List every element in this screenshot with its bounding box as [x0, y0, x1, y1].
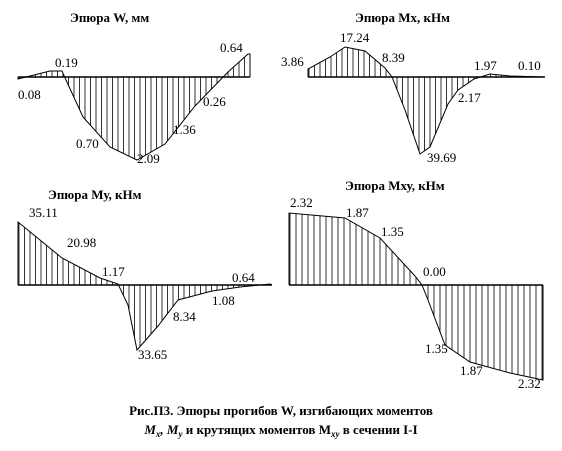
diagram-w-label-4: 2.09 — [137, 151, 160, 166]
diagram-w-label-2: 0.19 — [55, 55, 78, 70]
caption-line-1: Рис.П3. Эпюры прогибов W, изгибающих мом… — [129, 403, 433, 418]
diagram-mxy-label-7: 2.32 — [518, 376, 541, 391]
diagram-my-label-6: 1.08 — [212, 293, 235, 308]
diagram-mxy-label-4: 0.00 — [423, 264, 446, 279]
diagram-w-title: Эпюра W, мм — [70, 10, 149, 25]
diagram-w-outline — [17, 53, 251, 161]
diagram-w-label-7: 0.64 — [220, 40, 243, 55]
caption-sub-x: x — [155, 429, 161, 439]
diagram-mx-label-4: 39.69 — [427, 150, 456, 165]
diagram-my-label-1: 35.11 — [29, 205, 58, 220]
caption-sub-y: y — [177, 429, 183, 439]
diagram-my-label-5: 8.34 — [173, 309, 196, 324]
diagram-my-label-4: 33.65 — [138, 347, 167, 362]
diagram-mx: Эпюра Мх, кНм 3.86 17.24 8.39 39.69 2.17… — [281, 10, 546, 165]
diagram-mx-label-1: 3.86 — [281, 54, 304, 69]
diagram-w-label-3: 0.70 — [76, 136, 99, 151]
diagram-my-outline — [17, 220, 273, 352]
diagram-mxy-label-2: 1.87 — [346, 205, 369, 220]
diagram-mxy-label-3: 1.35 — [381, 224, 404, 239]
diagram-w-label-1: 0.08 — [18, 87, 41, 102]
diagram-my-title: Эпюра Му, кНм — [48, 187, 142, 202]
diagram-my: Эпюра Му, кНм 35.11 20.98 1.17 33.65 8.3… — [17, 187, 273, 362]
diagram-mxy-label-6: 1.87 — [460, 363, 483, 378]
diagram-mxy-label-1: 2.32 — [290, 195, 313, 210]
diagram-mx-outline — [307, 46, 546, 155]
diagram-my-label-3: 1.17 — [102, 264, 125, 279]
diagram-mxy: Эпюра Мху, кНм 2.32 1.87 1.35 0.00 1.35 … — [288, 178, 544, 391]
caption-line-2: Mx, My и крутящих моментов Mxy в сечении… — [143, 422, 417, 439]
caption-sub-xy: xy — [330, 429, 341, 439]
diagram-mx-label-6: 1.97 — [474, 58, 497, 73]
diagram-mx-label-5: 2.17 — [458, 90, 481, 105]
diagram-mx-label-3: 8.39 — [382, 50, 405, 65]
diagram-my-label-2: 20.98 — [67, 235, 96, 250]
caption-end-text: в сечении I-I — [339, 422, 417, 437]
diagram-my-label-7: 0.64 — [232, 270, 255, 285]
diagram-mxy-title: Эпюра Мху, кНм — [345, 178, 445, 193]
diagram-w: Эпюра W, мм 0.08 0.19 0.70 2.09 1.36 0.2… — [17, 10, 251, 166]
diagram-mx-label-7: 0.10 — [518, 58, 541, 73]
caption-mid-text: и крутящих моментов M — [182, 422, 330, 437]
caption-m-symbol: M — [143, 422, 156, 437]
diagram-mxy-outline — [288, 212, 544, 381]
diagram-mx-label-2: 17.24 — [340, 30, 370, 45]
diagram-w-label-5: 1.36 — [173, 122, 196, 137]
diagram-w-label-6: 0.26 — [203, 94, 226, 109]
diagram-mxy-label-5: 1.35 — [425, 341, 448, 356]
figure-caption: Рис.П3. Эпюры прогибов W, изгибающих мом… — [129, 403, 433, 439]
diagram-mx-title: Эпюра Мх, кНм — [355, 10, 450, 25]
caption-m-symbol-2: , M — [159, 422, 179, 437]
